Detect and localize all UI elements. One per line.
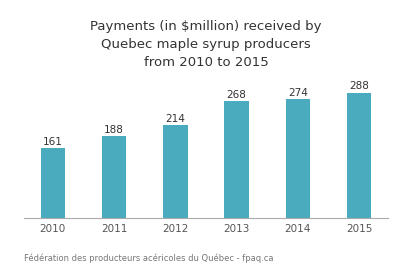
Text: 274: 274 — [288, 88, 308, 98]
Text: 288: 288 — [349, 81, 369, 92]
Text: 268: 268 — [227, 90, 246, 100]
Bar — [40, 148, 65, 218]
Bar — [224, 101, 249, 218]
Bar — [347, 93, 372, 218]
Text: Fédération des producteurs acéricoles du Québec - fpaq.ca: Fédération des producteurs acéricoles du… — [24, 254, 274, 263]
Title: Payments (in $million) received by
Quebec maple syrup producers
from 2010 to 201: Payments (in $million) received by Quebe… — [90, 20, 322, 69]
Text: 161: 161 — [43, 137, 63, 147]
Text: 188: 188 — [104, 125, 124, 135]
Bar — [286, 99, 310, 218]
Text: 214: 214 — [166, 114, 185, 124]
Bar — [163, 125, 188, 218]
Bar — [102, 136, 126, 218]
